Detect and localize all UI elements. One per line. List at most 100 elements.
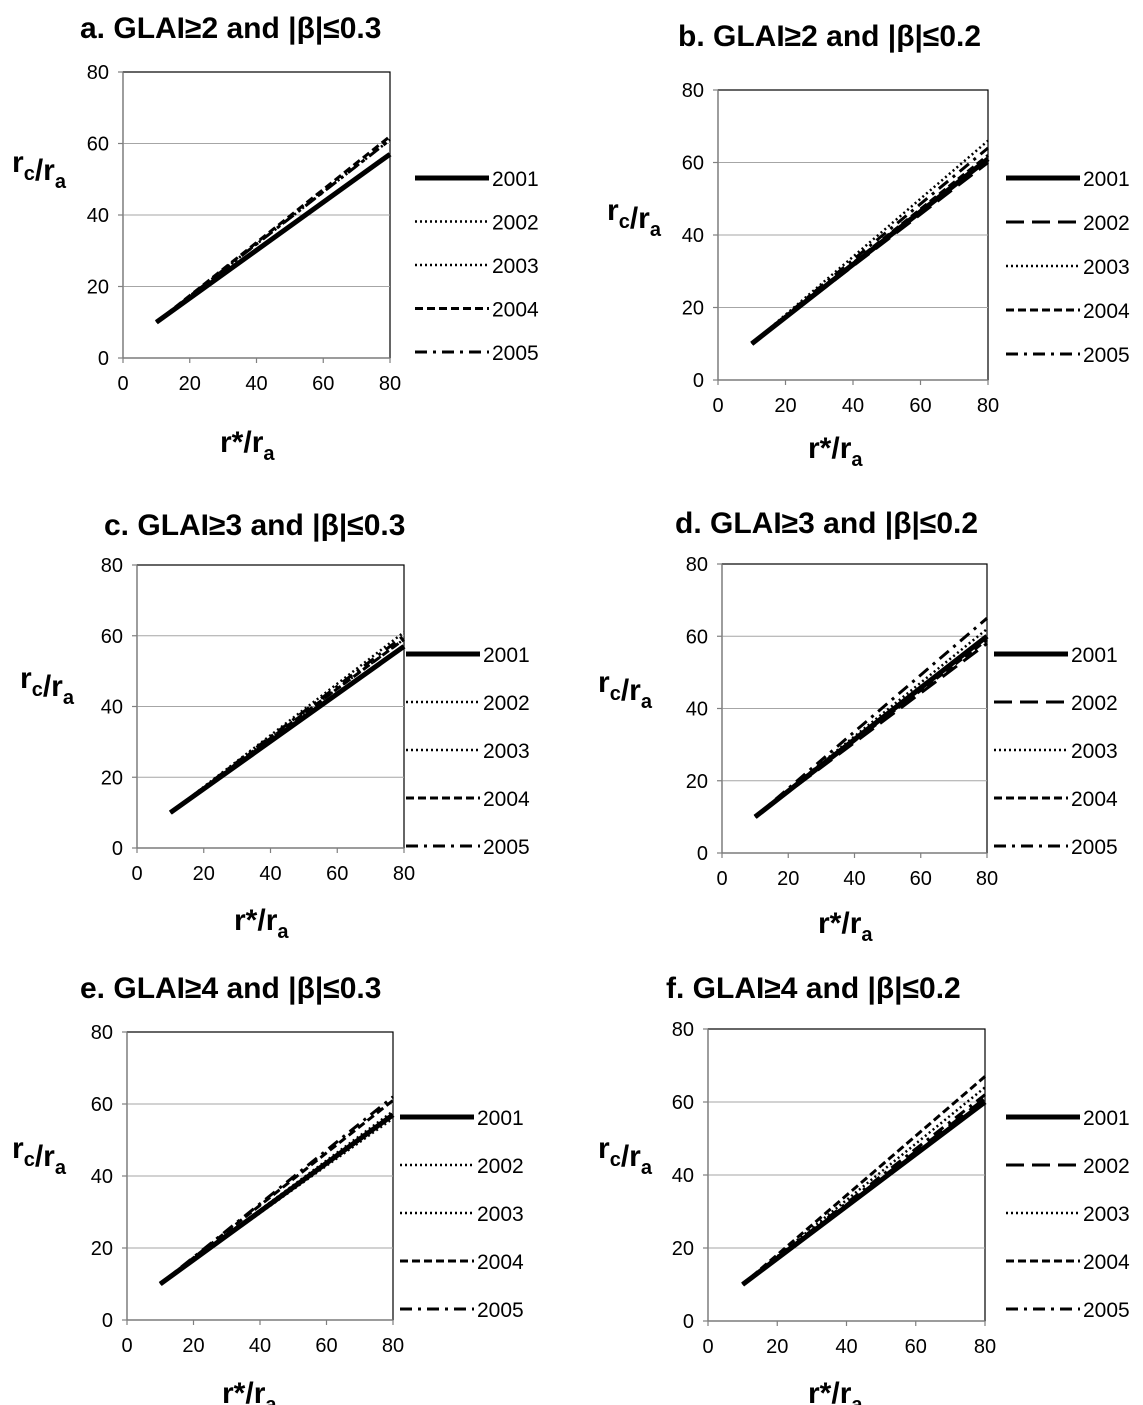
series-line-2004 <box>750 154 989 345</box>
series-line-2005 <box>754 617 988 819</box>
series-line-2003 <box>159 1110 394 1286</box>
x-tick-label: 20 <box>766 1336 788 1358</box>
y-tick-label: 80 <box>101 555 123 577</box>
y-tick-label: 0 <box>112 838 123 860</box>
x-tick-label: 0 <box>712 395 723 417</box>
y-tick-label: 40 <box>87 205 109 227</box>
legend-label: 2004 <box>1083 1251 1130 1274</box>
chart-title: f. GLAI≥4 and |β|≤0.2 <box>666 972 961 1005</box>
series-line-2001 <box>154 152 392 325</box>
y-tick-label: 80 <box>686 554 708 576</box>
x-tick-label: 40 <box>245 373 267 395</box>
y-tick-label: 20 <box>682 298 704 320</box>
x-tick-label: 0 <box>702 1336 713 1358</box>
legend-label: 2003 <box>1083 1203 1130 1226</box>
legend-label: 2001 <box>1071 644 1118 667</box>
legend-label: 2002 <box>1071 692 1118 715</box>
x-tick-label: 0 <box>121 1335 132 1357</box>
x-axis-title: r*/ra <box>220 426 275 465</box>
y-tick-label: 40 <box>672 1165 694 1187</box>
chart-title: e. GLAI≥4 and |β|≤0.3 <box>80 972 381 1005</box>
y-tick-label: 60 <box>101 626 123 648</box>
x-tick-label: 60 <box>909 395 931 417</box>
x-tick-label: 60 <box>312 373 334 395</box>
x-tick-label: 80 <box>382 1335 404 1357</box>
legend-label: 2001 <box>1083 1107 1130 1130</box>
y-tick-label: 20 <box>87 277 109 299</box>
legend-label: 2002 <box>483 692 530 715</box>
x-tick-label: 20 <box>182 1335 204 1357</box>
series-line-2005 <box>169 634 405 814</box>
legend-label: 2001 <box>492 168 539 191</box>
legend-label: 2004 <box>1071 788 1118 811</box>
y-axis-title: rc/ra <box>598 666 653 713</box>
y-tick-label: 60 <box>686 626 708 648</box>
series-line-2001 <box>741 1100 987 1287</box>
legend-label: 2004 <box>477 1251 524 1274</box>
x-tick-label: 60 <box>910 868 932 890</box>
x-tick-label: 20 <box>179 373 201 395</box>
legend-label: 2005 <box>483 836 530 859</box>
x-axis-title: r*/ra <box>222 1377 277 1405</box>
legend-label: 2001 <box>477 1107 524 1130</box>
series-line-2002 <box>750 161 989 345</box>
y-tick-label: 20 <box>101 767 123 789</box>
x-tick-label: 40 <box>843 868 865 890</box>
x-tick-label: 0 <box>716 868 727 890</box>
chart-title: a. GLAI≥2 and |β|≤0.3 <box>80 12 381 45</box>
series-line-2004 <box>741 1075 986 1286</box>
series-line-2004 <box>155 135 391 324</box>
legend-label: 2002 <box>477 1155 524 1178</box>
y-tick-label: 60 <box>87 134 109 156</box>
legend-label: 2001 <box>483 644 530 667</box>
series-line-2003 <box>750 139 989 345</box>
x-tick-label: 80 <box>977 395 999 417</box>
chart-panel-d: d. GLAI≥3 and |β|≤0.2 0 20 40 60 80 0 20 40 60 80 2… <box>598 507 1118 946</box>
legend-label: 2005 <box>492 342 539 365</box>
y-tick-label: 40 <box>101 697 123 719</box>
x-tick-label: 40 <box>249 1335 271 1357</box>
y-tick-label: 60 <box>682 153 704 175</box>
chart-panel-e: e. GLAI≥4 and |β|≤0.3 0 20 40 60 80 0 20 40 60 80 2… <box>12 972 524 1405</box>
y-tick-label: 0 <box>98 348 109 370</box>
series-line-2005 <box>741 1093 986 1286</box>
legend-label: 2003 <box>1083 256 1130 279</box>
series-line-2003 <box>741 1086 986 1286</box>
x-tick-label: 20 <box>193 863 215 885</box>
x-tick-label: 40 <box>842 395 864 417</box>
chart-panel-f: f. GLAI≥4 and |β|≤0.2 0 20 40 60 80 0 20 40 60 80 2… <box>598 972 1130 1405</box>
y-tick-label: 20 <box>91 1238 113 1260</box>
series-line-2003 <box>169 631 405 814</box>
y-axis-title: rc/ra <box>20 662 75 709</box>
legend-label: 2003 <box>483 740 530 763</box>
y-tick-label: 40 <box>686 699 708 721</box>
series-line-2001 <box>158 1112 395 1287</box>
x-tick-label: 0 <box>131 863 142 885</box>
y-tick-label: 0 <box>693 370 704 392</box>
y-tick-label: 80 <box>672 1019 694 1041</box>
x-axis-title: r*/ra <box>234 904 289 943</box>
x-tick-label: 60 <box>326 863 348 885</box>
y-tick-label: 60 <box>91 1094 113 1116</box>
x-tick-label: 40 <box>259 863 281 885</box>
legend-label: 2004 <box>483 788 530 811</box>
x-tick-label: 60 <box>905 1336 927 1358</box>
chart-panel-a: a. GLAI≥2 and |β|≤0.3 0 20 40 60 80 0 20 40 60 80 2… <box>12 12 539 465</box>
y-axis-title: rc/ra <box>12 146 67 193</box>
x-axis-title: r*/ra <box>808 432 863 471</box>
y-axis-title: rc/ra <box>607 194 662 241</box>
legend-label: 2003 <box>1071 740 1118 763</box>
legend-label: 2002 <box>1083 212 1130 235</box>
legend-label: 2004 <box>492 299 539 322</box>
y-tick-label: 60 <box>672 1092 694 1114</box>
legend-label: 2002 <box>1083 1155 1130 1178</box>
chart-panel-b: b. GLAI≥2 and |β|≤0.2 0 20 40 60 80 0 20 40 60 80 2… <box>607 20 1130 471</box>
x-tick-label: 80 <box>974 1336 996 1358</box>
y-tick-label: 80 <box>682 80 704 102</box>
x-tick-label: 20 <box>777 868 799 890</box>
series-line-2005 <box>750 146 989 345</box>
x-axis-title: r*/ra <box>808 1377 863 1405</box>
y-tick-label: 0 <box>697 843 708 865</box>
y-tick-label: 20 <box>672 1238 694 1260</box>
